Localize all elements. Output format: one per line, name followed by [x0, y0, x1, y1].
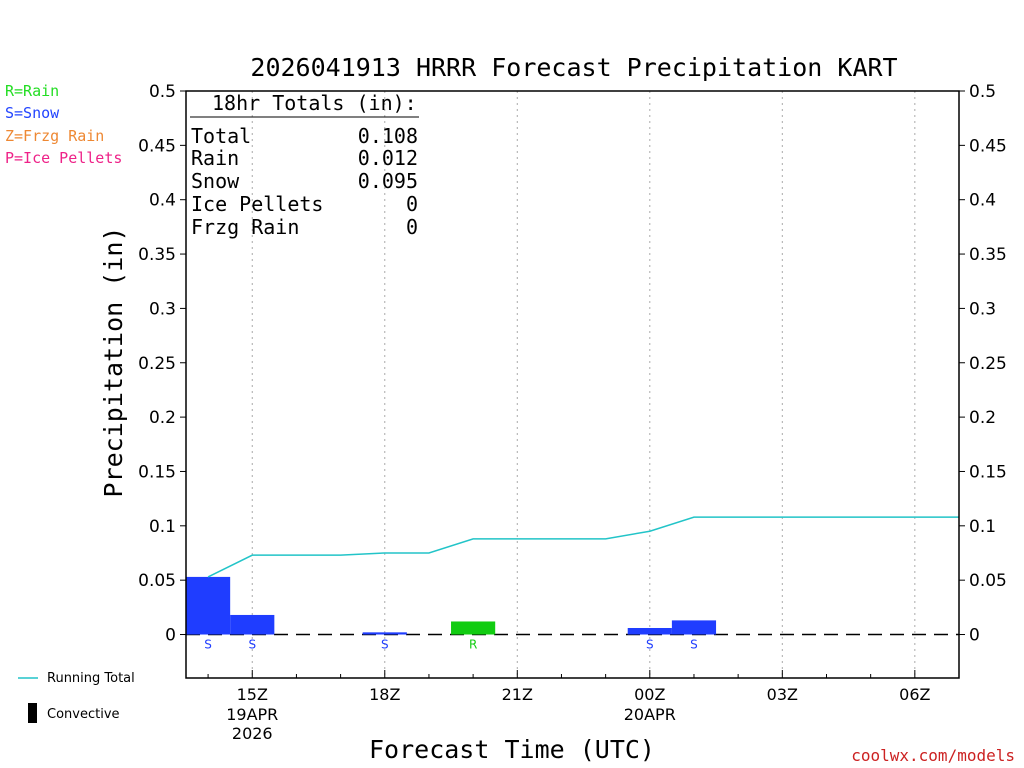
ptype-label: S [248, 638, 256, 652]
ptype-label: R [469, 638, 477, 652]
totals-label-ice-pellets: Ice Pellets [191, 192, 323, 216]
convective-legend-swatch [28, 703, 37, 723]
y-tick-label-right: 0 [969, 626, 980, 646]
y-tick-label-left: 0.2 [149, 408, 176, 428]
precip-bar [362, 632, 407, 635]
y-axis-title: Precipitation (in) [99, 227, 128, 498]
gridlines [186, 91, 959, 678]
ptype-label: S [646, 638, 654, 652]
y-tick-label-left: 0.15 [138, 462, 176, 482]
totals-label-frzg-rain: Frzg Rain [191, 215, 299, 239]
y-tick-label-right: 0.2 [969, 408, 996, 428]
y-tick-label-left: 0.25 [138, 354, 176, 374]
convective-legend-label: Convective [47, 707, 120, 722]
x-tick-label: 21Z [502, 685, 533, 704]
y-tick-label-left: 0.5 [149, 82, 176, 102]
totals-value-total: 0.108 [358, 124, 418, 148]
precip-bar [451, 621, 496, 635]
totals-value-ice-pellets: 0 [406, 192, 418, 216]
y-tick-label-left: 0.35 [138, 245, 176, 265]
totals-value-rain: 0.012 [358, 146, 418, 170]
y-tick-label-left: 0 [165, 626, 176, 646]
x-axis-title: Forecast Time (UTC) [369, 735, 655, 764]
chart-title: 2026041913 HRRR Forecast Precipitation K… [250, 53, 897, 82]
x-tick-label: 06Z [899, 685, 930, 704]
totals-label-total: Total [191, 124, 251, 148]
totals-label-snow: Snow [191, 169, 240, 193]
totals-heading: 18hr Totals (in): [212, 91, 417, 115]
x-tick-date: 19APR [226, 705, 278, 724]
legend-rain: R=Rain [5, 82, 59, 100]
y-tick-label-right: 0.35 [969, 245, 1007, 265]
precip-bar [671, 620, 717, 635]
plot-frame [185, 90, 960, 679]
legend-snow: S=Snow [5, 104, 60, 122]
x-tick-year: 2026 [232, 724, 273, 743]
x-tick-label: 03Z [767, 685, 798, 704]
x-tick-label: 18Z [369, 685, 400, 704]
y-tick-label-left: 0.4 [149, 191, 176, 211]
ptype-label: S [381, 638, 389, 652]
y-axis: 0 00.05 0.050.1 0.10.15 0.150.2 0.20.25 0.250.… [138, 82, 1007, 646]
y-tick-label-right: 0.1 [969, 517, 996, 537]
y-tick-label-right: 0.05 [969, 571, 1007, 591]
totals-value-frzg-rain: 0 [406, 215, 418, 239]
legend-frzg-rain: Z=Frzg Rain [5, 127, 104, 145]
y-tick-label-left: 0.45 [138, 136, 176, 156]
x-tick-date: 20APR [624, 705, 676, 724]
y-tick-label-left: 0.05 [138, 571, 176, 591]
y-tick-label-right: 0.25 [969, 354, 1007, 374]
ptype-label: S [204, 638, 212, 652]
running-total-legend-label: Running Total [47, 671, 135, 686]
y-tick-label-right: 0.4 [969, 191, 996, 211]
y-tick-label-right: 0.3 [969, 299, 996, 319]
precip-bar [627, 627, 672, 635]
running-total-line [207, 516, 959, 578]
x-tick-label: 15Z [237, 685, 268, 704]
y-tick-label-right: 0.15 [969, 462, 1007, 482]
ptype-label: S [690, 638, 698, 652]
y-tick-label-right: 0.5 [969, 82, 996, 102]
running-total-layer [207, 516, 959, 578]
precip-bar [186, 576, 231, 635]
precip-bar [230, 614, 275, 635]
totals-label-rain: Rain [191, 146, 239, 170]
totals-value-snow: 0.095 [358, 169, 418, 193]
x-tick-label: 00Z [634, 685, 665, 704]
credit-text: coolwx.com/models [851, 746, 1015, 765]
y-tick-label-right: 0.45 [969, 136, 1007, 156]
y-tick-label-left: 0.3 [149, 299, 176, 319]
y-tick-label-left: 0.1 [149, 517, 176, 537]
legend-ice-pellets: P=Ice Pellets [5, 149, 122, 167]
